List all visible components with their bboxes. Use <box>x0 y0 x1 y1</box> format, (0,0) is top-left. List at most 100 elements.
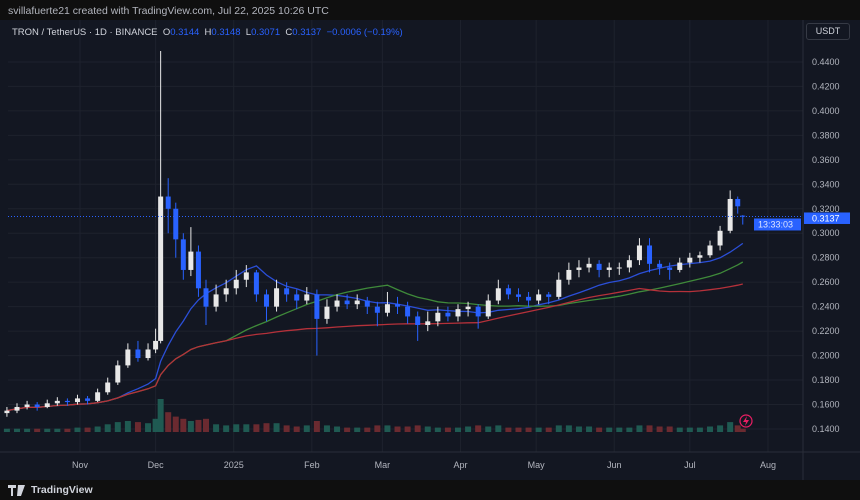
price-tick-label: 0.3600 <box>812 155 840 165</box>
chart-area[interactable]: 0.4400 0.4200 0.4000 0.3800 0.3600 0.3400 0.32… <box>0 20 860 480</box>
candle-body <box>657 263 663 268</box>
candle-body <box>203 288 209 307</box>
candle-body <box>415 316 421 326</box>
candle-body <box>95 392 101 401</box>
candle-body <box>294 294 300 301</box>
volume-bar <box>54 428 61 432</box>
volume-bar <box>739 428 746 432</box>
volume-bar <box>34 428 41 432</box>
volume-bar <box>475 425 482 432</box>
volume-bar <box>696 427 703 432</box>
candle-body <box>105 382 111 393</box>
candle-body <box>546 294 552 297</box>
candle-body <box>425 321 431 326</box>
candle-body <box>647 245 653 264</box>
volume-bar <box>323 425 330 432</box>
price-tick-label: 0.1600 <box>812 400 840 410</box>
candle-body <box>606 267 612 270</box>
candle-body <box>85 398 91 401</box>
candle-body <box>195 251 201 289</box>
volume-bar <box>636 425 643 432</box>
price-tick-label: 0.3400 <box>812 179 840 189</box>
footer: TradingView <box>0 480 860 500</box>
volume-bar <box>24 428 31 432</box>
volume-bar <box>707 426 713 432</box>
volume-bar <box>313 421 320 432</box>
symbol-label[interactable]: TRON / TetherUS · 1D · BINANCE <box>12 27 158 38</box>
volume-bar <box>114 422 121 432</box>
volume-bar <box>14 428 20 432</box>
time-tick-label: Jun <box>607 460 622 470</box>
last-price-value: 0.3137 <box>812 213 840 223</box>
tradingview-logo-icon <box>8 484 25 496</box>
candle-body <box>54 400 60 404</box>
volume-bar <box>152 418 159 432</box>
candle-body <box>727 198 733 231</box>
event-lightning-icon <box>739 414 753 428</box>
volume-bar <box>303 425 310 432</box>
brand-name: TradingView <box>31 484 93 496</box>
ohlc-legend: TRON / TetherUS · 1D · BINANCE O0.3144 H… <box>12 27 403 38</box>
time-tick-label: Feb <box>304 460 320 470</box>
volume-bar <box>233 424 240 432</box>
volume-bar <box>535 427 542 432</box>
volume-bar <box>165 412 172 432</box>
open-label: O <box>162 27 171 38</box>
price-tick-label: 0.3800 <box>812 130 840 140</box>
time-tick-label: 2025 <box>224 460 244 470</box>
price-tick-label: 0.3200 <box>812 204 840 214</box>
candle-body <box>586 263 592 268</box>
candle-body <box>64 400 70 403</box>
candle-body <box>735 198 741 207</box>
candle-body <box>384 304 390 313</box>
bar-countdown: 13:33:03 <box>758 219 793 229</box>
volume-bar <box>84 427 91 432</box>
time-tick-label: Mar <box>375 460 391 470</box>
volume-bar <box>334 426 341 432</box>
volume-bar <box>565 425 572 432</box>
price-tick-label: 0.2600 <box>812 277 840 287</box>
volume-bar <box>734 425 741 432</box>
volume-bar <box>44 428 51 432</box>
candle-body <box>667 267 673 270</box>
price-chart[interactable]: 0.4400 0.4200 0.4000 0.3800 0.3600 0.3400 0.32… <box>0 20 860 480</box>
price-tick-label: 0.1800 <box>812 375 840 385</box>
ma-slow-line <box>6 283 743 412</box>
volume-bar <box>283 425 290 432</box>
candle-body <box>395 304 401 307</box>
high-label: H <box>204 27 212 38</box>
volume-bar <box>515 427 522 432</box>
volume-bar <box>525 427 532 432</box>
volume-bar <box>394 426 401 432</box>
volume-bar <box>616 427 623 432</box>
volume-bar <box>414 425 421 432</box>
candle-body <box>707 245 713 256</box>
price-tick-label: 0.2400 <box>812 302 840 312</box>
candle-body <box>135 349 141 359</box>
volume-bar <box>545 427 552 432</box>
volume-bar <box>505 427 512 432</box>
volume-bar <box>455 427 461 432</box>
close-value: 0.3137 <box>292 27 322 38</box>
bar-countdown-bg <box>754 218 801 231</box>
price-tick-label: 0.4200 <box>812 81 840 91</box>
currency-button[interactable]: USDT <box>806 23 850 40</box>
time-tick-label: Dec <box>148 460 165 470</box>
candle-body <box>243 272 249 280</box>
volume-bar <box>94 426 101 432</box>
candle-body <box>677 262 683 270</box>
volume-bar <box>646 425 653 432</box>
candle-body <box>145 349 151 359</box>
volume-bar <box>374 425 381 432</box>
price-tick-label: 0.2800 <box>812 253 840 263</box>
price-tick-label: 0.2000 <box>812 351 840 361</box>
price-tick-label: 0.1400 <box>812 424 840 434</box>
candle-body <box>435 312 441 322</box>
volume-bar <box>666 426 673 432</box>
volume-bar <box>213 424 220 432</box>
volume-bar <box>364 427 371 432</box>
volume-bar <box>180 418 187 432</box>
candle-body <box>536 294 542 301</box>
candle-body <box>344 300 350 305</box>
volume-bar <box>384 425 391 432</box>
